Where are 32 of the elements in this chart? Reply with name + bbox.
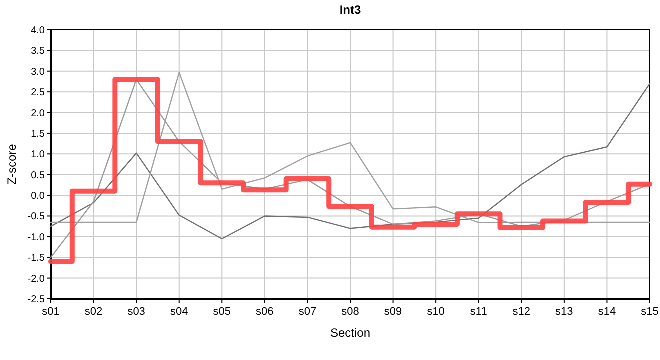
x-tick-label: s11	[470, 306, 488, 318]
x-axis-title: Section	[330, 326, 371, 340]
y-tick-label: -1.5	[28, 253, 46, 264]
x-tick-label: s14	[598, 306, 616, 318]
x-tick-label: s12	[512, 306, 531, 318]
y-tick-label: -2.5	[28, 294, 46, 306]
x-tick-label: s13	[556, 306, 574, 318]
x-tick-label: s04	[170, 306, 188, 318]
y-tick-label: 1.0	[31, 150, 46, 161]
y-tick-label: -1.0	[28, 232, 46, 244]
y-axis-title: Z-score	[5, 144, 19, 185]
y-tick-label: 3.5	[31, 46, 46, 58]
y-tick-label: 0.5	[31, 170, 46, 182]
y-tick-label: 2.0	[31, 108, 46, 120]
x-tick-label: s10	[427, 306, 445, 318]
y-tick-label: 3.0	[31, 66, 46, 78]
x-tick-label: s06	[256, 306, 274, 318]
chart-title: Int3	[340, 3, 362, 17]
x-tick-label: s08	[342, 306, 360, 318]
x-tick-label: s05	[213, 306, 232, 318]
x-tick-label: s02	[84, 306, 103, 318]
x-tick-label: s09	[384, 306, 402, 318]
y-tick-label: 0.0	[31, 191, 46, 202]
x-tick-label: s15	[641, 306, 659, 318]
y-tick-label: 1.5	[31, 128, 46, 140]
x-tick-label: s07	[298, 306, 317, 318]
y-tick-label: -0.5	[28, 212, 46, 223]
x-tick-label: s03	[128, 306, 146, 318]
y-tick-label: -2.0	[28, 274, 46, 285]
y-tick-label: 2.5	[31, 88, 46, 99]
x-tick-label: s01	[42, 306, 60, 318]
y-tick-label: 4.0	[31, 26, 46, 36]
